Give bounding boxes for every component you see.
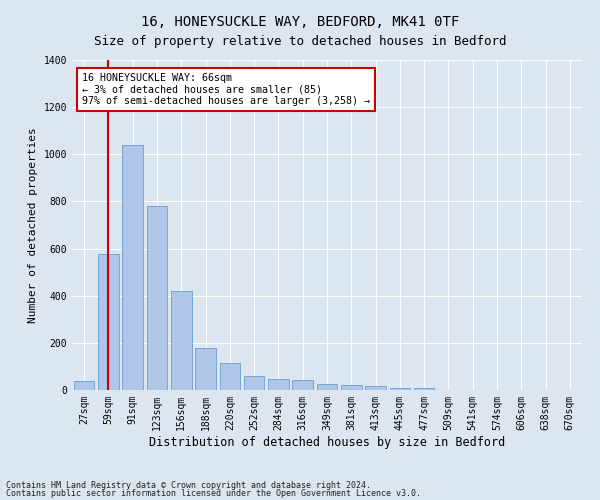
Bar <box>122 145 143 390</box>
Bar <box>74 380 94 390</box>
Bar <box>365 386 386 390</box>
Bar <box>268 380 289 390</box>
X-axis label: Distribution of detached houses by size in Bedford: Distribution of detached houses by size … <box>149 436 505 448</box>
Bar <box>341 385 362 390</box>
Bar <box>244 376 265 390</box>
Bar <box>389 388 410 390</box>
Text: Contains public sector information licensed under the Open Government Licence v3: Contains public sector information licen… <box>6 489 421 498</box>
Bar <box>146 206 167 390</box>
Y-axis label: Number of detached properties: Number of detached properties <box>28 127 38 323</box>
Text: Size of property relative to detached houses in Bedford: Size of property relative to detached ho… <box>94 35 506 48</box>
Text: 16 HONEYSUCKLE WAY: 66sqm
← 3% of detached houses are smaller (85)
97% of semi-d: 16 HONEYSUCKLE WAY: 66sqm ← 3% of detach… <box>82 73 370 106</box>
Bar <box>317 384 337 390</box>
Text: Contains HM Land Registry data © Crown copyright and database right 2024.: Contains HM Land Registry data © Crown c… <box>6 480 371 490</box>
Bar <box>292 380 313 390</box>
Bar <box>98 254 119 390</box>
Text: 16, HONEYSUCKLE WAY, BEDFORD, MK41 0TF: 16, HONEYSUCKLE WAY, BEDFORD, MK41 0TF <box>141 15 459 29</box>
Bar <box>414 388 434 390</box>
Bar <box>171 291 191 390</box>
Bar <box>220 363 240 390</box>
Bar <box>195 348 216 390</box>
